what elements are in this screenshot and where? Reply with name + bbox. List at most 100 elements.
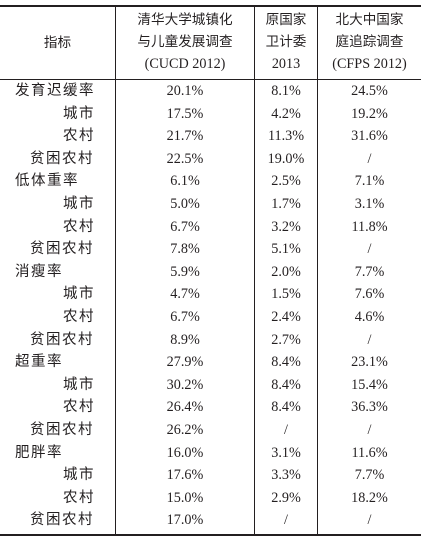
header-cucd-line: (CUCD 2012) xyxy=(144,56,226,72)
subgroup-label: 农村 xyxy=(63,128,95,145)
nhfpc-value: 2.4% xyxy=(271,309,301,325)
header-cfps-line: (CFPS 2012) xyxy=(332,56,407,72)
cfps-value: / xyxy=(367,150,372,167)
table-row: 超重率 27.9% 8.4% 23.1% xyxy=(0,351,421,373)
header-indicator: 指标 xyxy=(0,32,115,54)
top-rule xyxy=(0,5,421,7)
cfps-value: 4.6% xyxy=(354,309,385,325)
subgroup-label: 贫困农村 xyxy=(30,331,94,348)
cucd-value: 5.9% xyxy=(170,263,200,280)
indicator-label: 肥胖率 xyxy=(15,444,63,461)
nhfpc-value: / xyxy=(284,512,288,529)
table-row: 贫困农村 17.0% / / xyxy=(0,509,421,531)
cucd-value: 26.2% xyxy=(166,422,204,438)
cfps-value: 7.1% xyxy=(354,173,385,190)
cfps-value: 3.1% xyxy=(354,196,385,212)
cucd-value: 7.8% xyxy=(170,241,200,258)
cucd-value: 30.2% xyxy=(166,376,204,393)
subgroup-label: 贫困农村 xyxy=(30,241,94,258)
cucd-value: 15.0% xyxy=(166,489,204,506)
subgroup-label: 农村 xyxy=(63,489,95,506)
nhfpc-value: 8.1% xyxy=(271,83,301,99)
subgroup-label: 城市 xyxy=(63,467,95,484)
cucd-value: 26.4% xyxy=(166,399,204,416)
indicator-label: 消瘦率 xyxy=(15,263,63,280)
cucd-value: 17.0% xyxy=(166,512,204,529)
header-indicator-label: 指标 xyxy=(43,35,72,51)
header-cucd-line: 与儿童发展调查 xyxy=(137,34,233,50)
header-cucd: 清华大学城镇化 与儿童发展调查 (CUCD 2012) xyxy=(116,9,254,75)
indicator-label: 发育迟缓率 xyxy=(15,83,95,99)
cucd-value: 6.1% xyxy=(170,173,200,190)
cfps-value: 7.6% xyxy=(354,286,385,303)
nhfpc-value: 19.0% xyxy=(267,150,305,167)
cfps-value: 7.7% xyxy=(354,263,385,280)
column-divider xyxy=(254,7,255,534)
cfps-value: 15.4% xyxy=(351,376,388,393)
cfps-value: 19.2% xyxy=(351,105,388,122)
cfps-value: / xyxy=(367,422,372,438)
cfps-value: 18.2% xyxy=(351,489,388,506)
subgroup-label: 贫困农村 xyxy=(30,150,94,167)
nhfpc-value: 4.2% xyxy=(271,105,301,122)
bottom-rule xyxy=(0,534,421,536)
header-nhfpc: 原国家 卫计委 2013 xyxy=(255,9,317,75)
nhfpc-value: 3.3% xyxy=(271,467,301,484)
cfps-value: 7.7% xyxy=(354,467,385,484)
nhfpc-value: 8.4% xyxy=(271,376,301,393)
header-cfps-line: 北大中国家 xyxy=(335,12,404,28)
nhfpc-value: 2.5% xyxy=(271,173,301,190)
cucd-value: 22.5% xyxy=(166,150,204,167)
cucd-value: 17.6% xyxy=(166,467,204,484)
header-cfps: 北大中国家 庭追踪调查 (CFPS 2012) xyxy=(318,9,421,75)
cfps-value: 36.3% xyxy=(351,399,388,416)
table-row: 贫困农村 22.5% 19.0% / xyxy=(0,148,421,170)
cucd-value: 4.7% xyxy=(170,286,200,303)
subgroup-label: 农村 xyxy=(63,399,95,416)
header-cfps-line: 庭追踪调查 xyxy=(335,34,404,50)
table-row: 发育迟缓率 20.1% 8.1% 24.5% xyxy=(0,80,421,102)
cucd-value: 27.9% xyxy=(166,354,204,371)
indicator-label: 超重率 xyxy=(15,354,63,371)
column-divider xyxy=(317,7,318,534)
header-nhfpc-line: 2013 xyxy=(271,56,301,72)
subgroup-label: 农村 xyxy=(63,309,95,325)
nhfpc-value: 1.7% xyxy=(271,196,301,212)
nhfpc-value: 3.1% xyxy=(271,444,301,461)
cucd-value: 16.0% xyxy=(166,444,204,461)
cfps-value: / xyxy=(367,241,372,258)
table-row: 消瘦率 5.9% 2.0% 7.7% xyxy=(0,261,421,283)
table-row: 城市 30.2% 8.4% 15.4% xyxy=(0,374,421,396)
subgroup-label: 城市 xyxy=(63,376,95,393)
cucd-value: 20.1% xyxy=(166,83,204,99)
nhfpc-value: 2.0% xyxy=(271,263,301,280)
table-row: 城市 4.7% 1.5% 7.6% xyxy=(0,283,421,305)
nhfpc-value: / xyxy=(284,422,288,438)
table-row: 城市 17.6% 3.3% 7.7% xyxy=(0,464,421,486)
subgroup-label: 城市 xyxy=(63,196,95,212)
cucd-value: 5.0% xyxy=(170,196,200,212)
nhfpc-value: 2.9% xyxy=(271,489,301,506)
cucd-value: 6.7% xyxy=(170,309,200,325)
cfps-value: 31.6% xyxy=(351,128,388,145)
subgroup-label: 农村 xyxy=(63,218,95,235)
cucd-value: 21.7% xyxy=(166,128,204,145)
cfps-value: / xyxy=(367,331,372,348)
nhfpc-value: 11.3% xyxy=(267,128,305,145)
table-row: 贫困农村 8.9% 2.7% / xyxy=(0,329,421,351)
header-nhfpc-line: 卫计委 xyxy=(265,34,307,50)
subgroup-label: 城市 xyxy=(63,105,95,122)
nhfpc-value: 2.7% xyxy=(271,331,301,348)
table-row: 贫困农村 7.8% 5.1% / xyxy=(0,238,421,260)
header-nhfpc-line: 原国家 xyxy=(265,12,307,28)
column-divider xyxy=(115,7,116,534)
nhfpc-value: 5.1% xyxy=(271,241,301,258)
table-row: 农村 15.0% 2.9% 18.2% xyxy=(0,487,421,509)
subgroup-label: 贫困农村 xyxy=(30,512,94,529)
table-row: 农村 21.7% 11.3% 31.6% xyxy=(0,125,421,147)
subgroup-label: 贫困农村 xyxy=(30,422,94,438)
cfps-value: 24.5% xyxy=(351,83,388,99)
table-row: 农村 6.7% 2.4% 4.6% xyxy=(0,306,421,328)
cfps-value: / xyxy=(367,512,372,529)
